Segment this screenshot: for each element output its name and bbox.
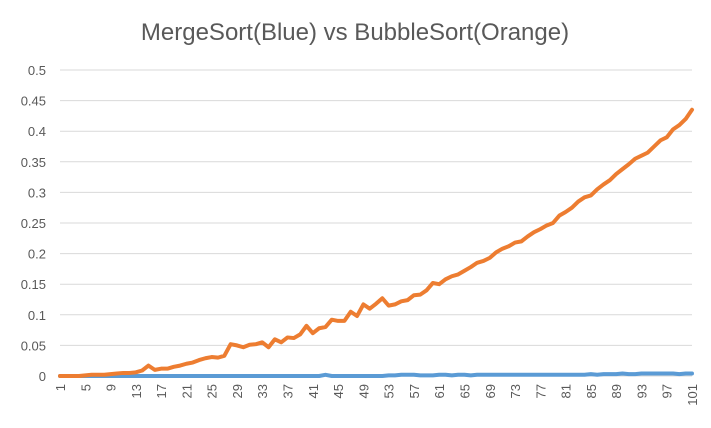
x-tick-label: 85: [584, 384, 599, 398]
y-tick-label: 0.2: [28, 247, 46, 262]
x-tick-label: 57: [407, 384, 422, 398]
x-tick-label: 49: [356, 384, 371, 398]
x-axis-ticks: 1 5 9 13 17 21 25 29 33 37 41 45 49 53 57 61 65 69 73 77 81 8…: [53, 384, 700, 406]
x-tick-label: 37: [281, 384, 296, 398]
series-lines: [58, 107, 694, 378]
y-tick-label: 0.05: [21, 338, 46, 353]
y-axis-ticks: 0 0.05 0.1 0.15 0.2 0.25 0.3 0.35 0.4 0.45 0.5: [21, 63, 46, 384]
x-tick-label: 73: [508, 384, 523, 398]
x-tick-label: 5: [78, 384, 93, 391]
x-tick-label: 69: [483, 384, 498, 398]
x-tick-label: 29: [230, 384, 245, 398]
gridlines: [60, 69, 692, 377]
chart-title: MergeSort(Blue) vs BubbleSort(Orange): [141, 19, 569, 46]
y-tick-label: 0.5: [28, 63, 46, 78]
x-tick-label: 1: [53, 384, 68, 391]
x-tick-label: 97: [660, 384, 675, 398]
x-tick-label: 89: [609, 384, 624, 398]
x-tick-label: 33: [255, 384, 270, 398]
x-tick-label: 13: [129, 384, 144, 398]
y-tick-label: 0.4: [28, 124, 46, 139]
x-tick-label: 81: [559, 384, 574, 398]
x-tick-label: 77: [533, 384, 548, 398]
y-tick-label: 0.1: [28, 308, 46, 323]
bubblesort-series-line: [58, 107, 694, 378]
x-tick-label: 21: [179, 384, 194, 398]
y-tick-label: 0.15: [21, 277, 46, 292]
x-tick-label: 65: [457, 384, 472, 398]
x-tick-label: 17: [154, 384, 169, 398]
x-tick-label: 93: [634, 384, 649, 398]
x-tick-label: 41: [306, 384, 321, 398]
x-tick-label: 61: [432, 384, 447, 398]
y-tick-label: 0.45: [21, 94, 46, 109]
y-tick-label: 0: [39, 369, 46, 384]
y-tick-label: 0.35: [21, 155, 46, 170]
x-tick-label: 45: [331, 384, 346, 398]
mergesort-series-line: [58, 371, 694, 378]
y-tick-label: 0.3: [28, 185, 46, 200]
x-tick-label: 53: [382, 384, 397, 398]
x-tick-label: 25: [205, 384, 220, 398]
x-tick-label: 9: [104, 384, 119, 391]
x-tick-label: 101: [685, 384, 700, 406]
y-tick-label: 0.25: [21, 216, 46, 231]
